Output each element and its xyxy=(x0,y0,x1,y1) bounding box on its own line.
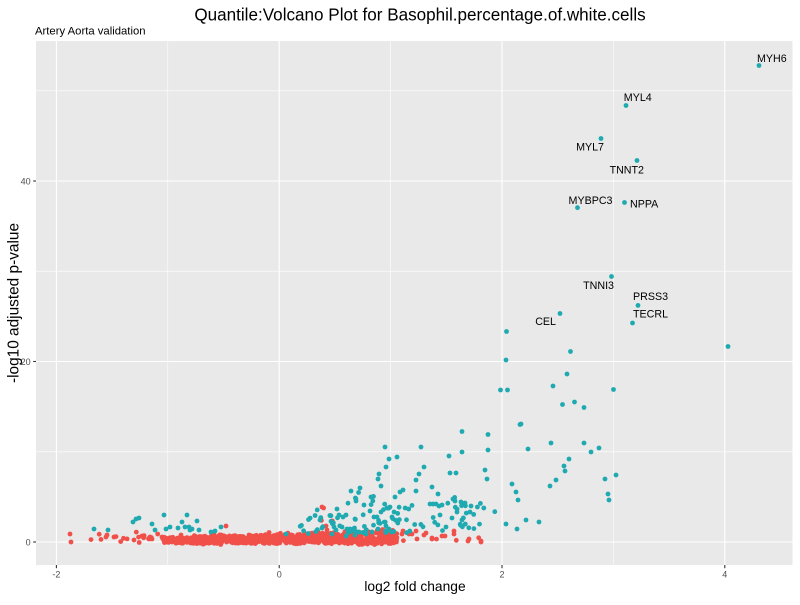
svg-text:-log10 adjusted p-value: -log10 adjusted p-value xyxy=(6,223,23,383)
svg-text:CEL: CEL xyxy=(535,316,556,328)
svg-text:MYL4: MYL4 xyxy=(624,92,652,104)
svg-text:MYH6: MYH6 xyxy=(757,53,787,65)
svg-text:Artery Aorta validation: Artery Aorta validation xyxy=(35,25,146,37)
svg-text:MYL7: MYL7 xyxy=(576,142,604,154)
svg-text:0: 0 xyxy=(277,569,282,579)
svg-text:4: 4 xyxy=(722,569,727,579)
svg-text:MYBPC3: MYBPC3 xyxy=(569,195,613,207)
svg-text:40: 40 xyxy=(21,177,31,187)
svg-text:TECRL: TECRL xyxy=(633,309,668,321)
svg-text:Quantile:Volcano Plot for Baso: Quantile:Volcano Plot for Basophil.perce… xyxy=(194,6,645,25)
svg-text:TNNT2: TNNT2 xyxy=(610,165,644,177)
svg-text:log2 fold change: log2 fold change xyxy=(364,579,466,594)
svg-text:2: 2 xyxy=(499,569,504,579)
svg-text:TNNI3: TNNI3 xyxy=(583,280,614,292)
svg-text:PRSS3: PRSS3 xyxy=(633,291,668,303)
svg-text:0: 0 xyxy=(26,538,31,548)
svg-text:NPPA: NPPA xyxy=(630,199,659,211)
svg-text:-2: -2 xyxy=(52,569,60,579)
svg-text:20: 20 xyxy=(21,357,31,367)
